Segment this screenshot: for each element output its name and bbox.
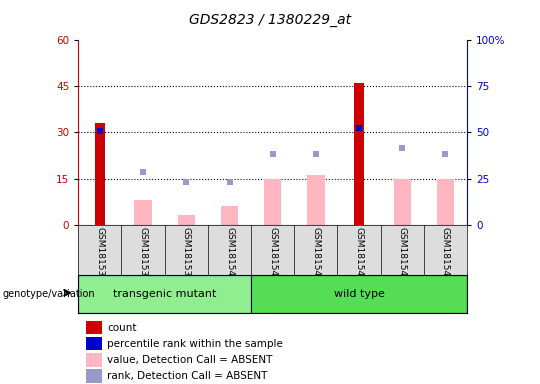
Text: wild type: wild type — [334, 289, 384, 299]
Bar — [86, 353, 102, 366]
Text: GSM181540: GSM181540 — [225, 227, 234, 282]
Text: value, Detection Call = ABSENT: value, Detection Call = ABSENT — [107, 355, 273, 365]
Text: GSM181537: GSM181537 — [96, 227, 104, 282]
Text: GSM181543: GSM181543 — [355, 227, 363, 282]
Text: GSM181538: GSM181538 — [139, 227, 147, 282]
Bar — [134, 200, 152, 225]
Bar — [354, 83, 364, 225]
Bar — [86, 337, 102, 350]
Text: rank, Detection Call = ABSENT: rank, Detection Call = ABSENT — [107, 371, 268, 381]
Bar — [307, 175, 325, 225]
Text: GSM181542: GSM181542 — [312, 227, 320, 282]
Text: count: count — [107, 323, 137, 333]
Text: transgenic mutant: transgenic mutant — [113, 289, 217, 299]
Text: genotype/variation: genotype/variation — [3, 289, 96, 299]
Bar — [251, 275, 467, 313]
Text: GSM181541: GSM181541 — [268, 227, 277, 282]
Bar — [221, 206, 238, 225]
Bar — [86, 321, 102, 334]
Bar — [86, 369, 102, 382]
Bar — [437, 179, 454, 225]
Bar — [394, 179, 411, 225]
Text: percentile rank within the sample: percentile rank within the sample — [107, 339, 284, 349]
Text: GSM181544: GSM181544 — [398, 227, 407, 282]
Bar — [78, 275, 251, 313]
Text: GDS2823 / 1380229_at: GDS2823 / 1380229_at — [189, 13, 351, 27]
Text: GSM181545: GSM181545 — [441, 227, 450, 282]
Text: GSM181539: GSM181539 — [182, 227, 191, 282]
Bar — [95, 123, 105, 225]
Bar — [178, 215, 195, 225]
Bar — [264, 179, 281, 225]
